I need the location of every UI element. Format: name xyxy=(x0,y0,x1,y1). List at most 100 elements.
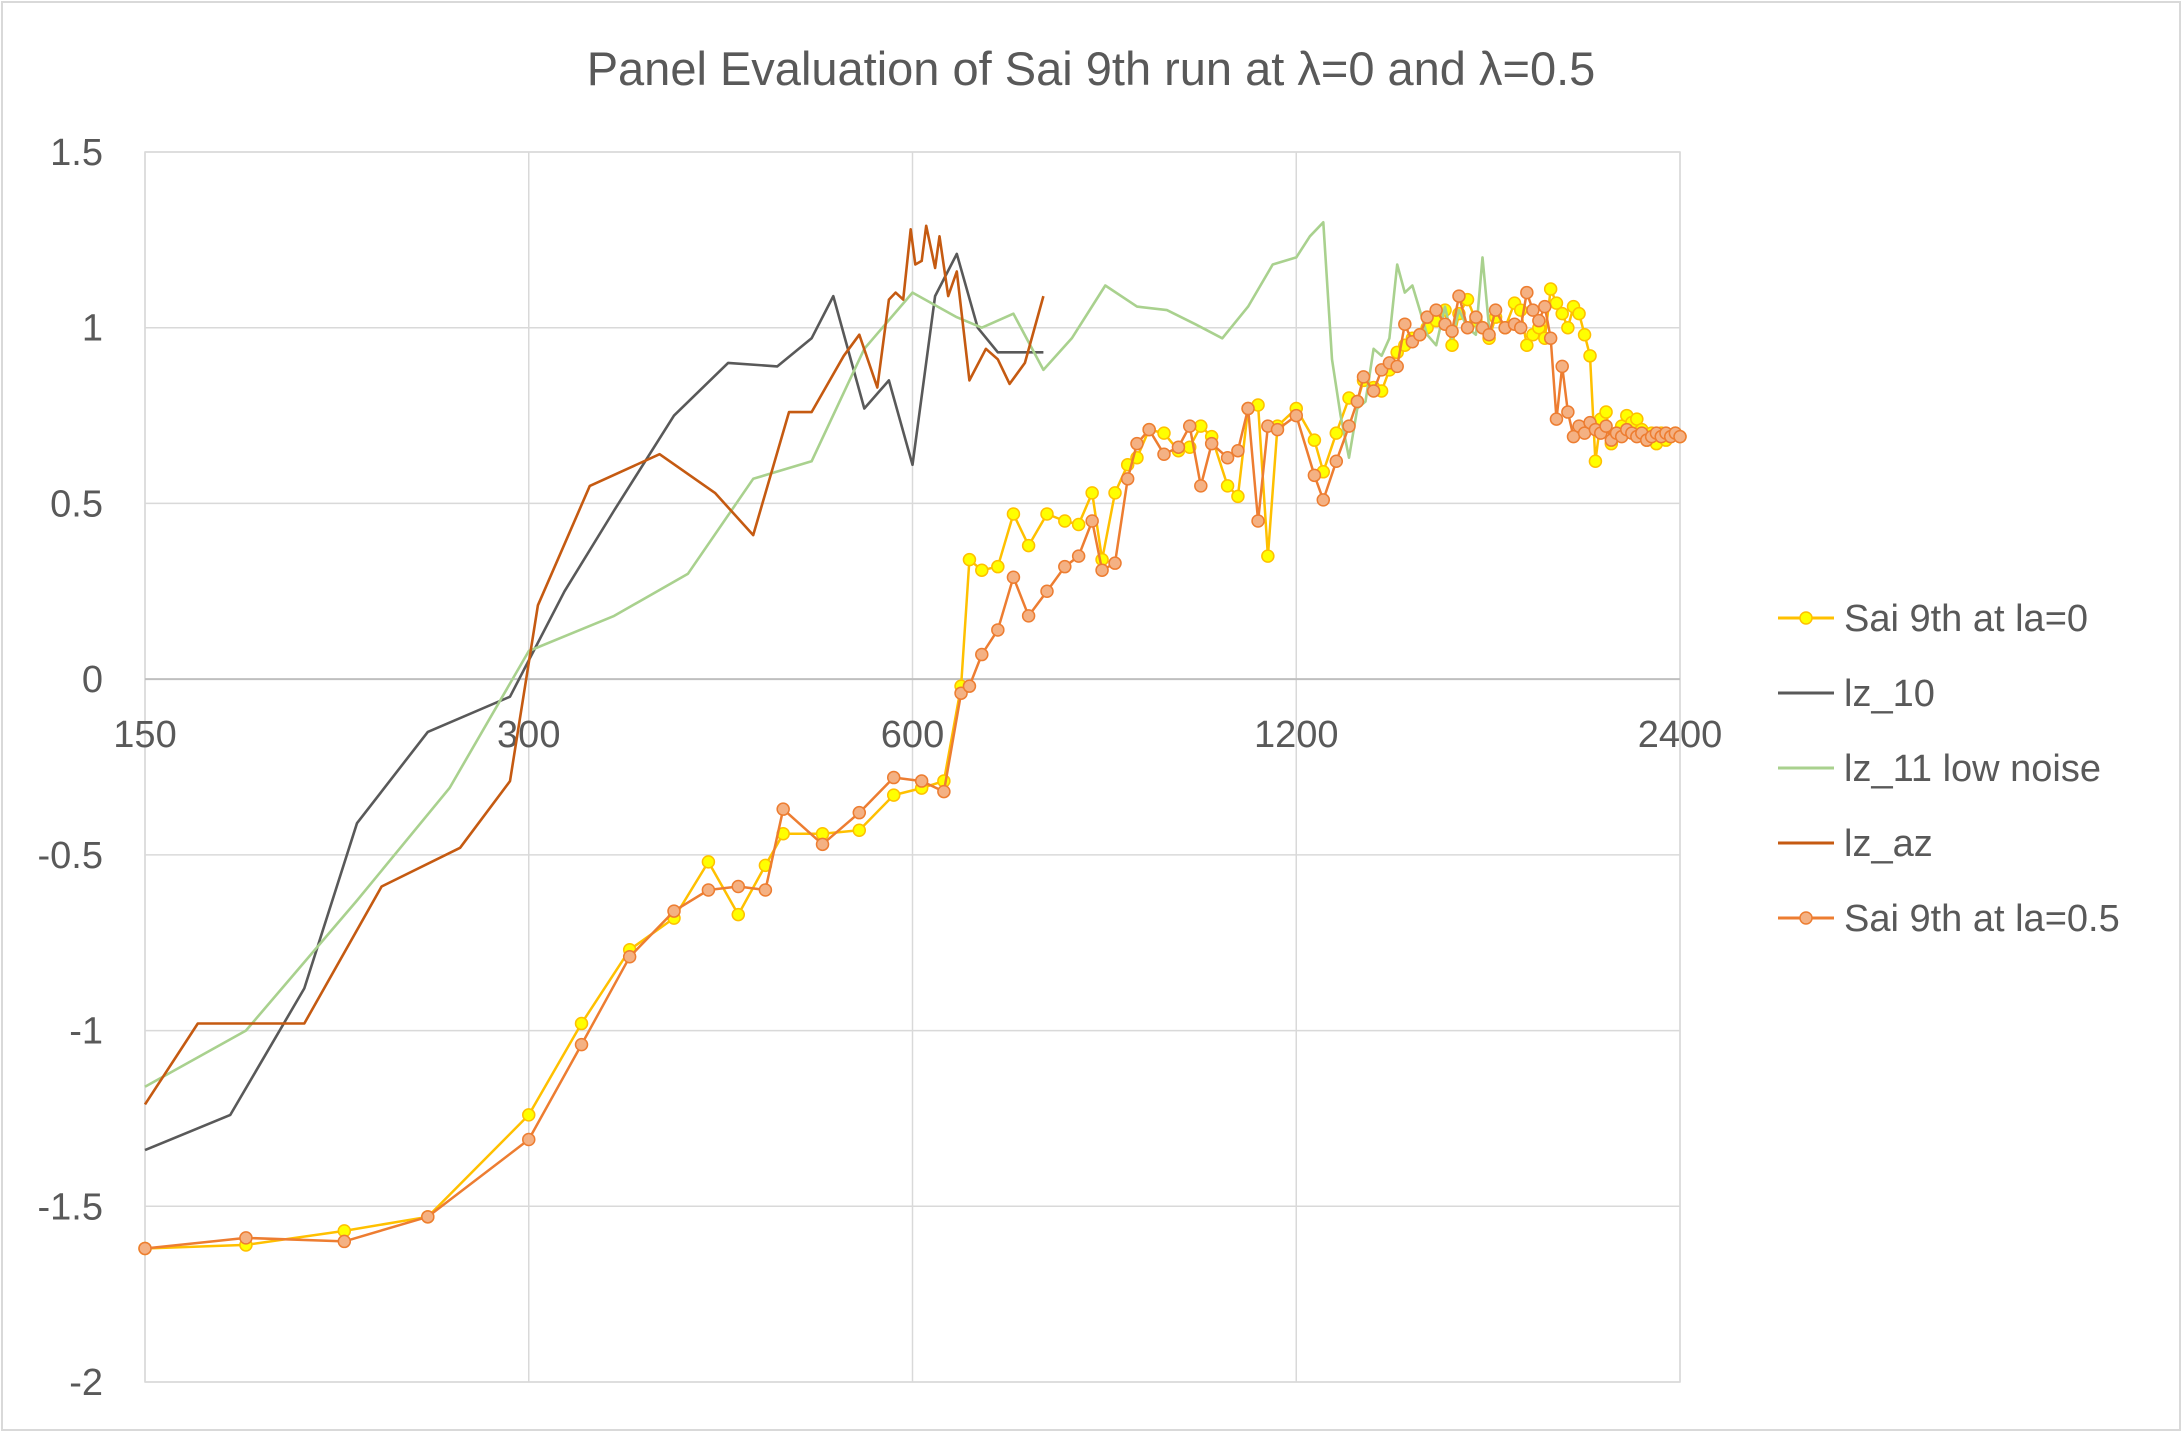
data-point xyxy=(1194,479,1208,493)
legend-item: lz_11 low noise xyxy=(1778,748,2101,790)
x-tick-label: 150 xyxy=(113,714,176,756)
data-point xyxy=(1251,514,1265,528)
data-point xyxy=(1108,486,1122,500)
data-point xyxy=(852,805,867,820)
data-point xyxy=(1342,419,1356,433)
data-point xyxy=(1561,320,1575,335)
data-point xyxy=(1231,489,1245,504)
data-point xyxy=(1482,327,1496,342)
y-tick-label: -1.5 xyxy=(38,1186,103,1228)
data-point xyxy=(937,784,951,799)
data-point xyxy=(852,823,867,838)
data-point xyxy=(975,647,989,662)
series-2 xyxy=(144,221,1491,1088)
data-point xyxy=(1390,359,1404,374)
data-point xyxy=(1270,422,1285,437)
y-tick-label: 0.5 xyxy=(50,483,103,525)
legend: Sai 9th at la=0 lz_10 lz_11 low noise lz_az… xyxy=(1778,598,2120,940)
data-point xyxy=(1130,436,1144,451)
data-point xyxy=(1599,419,1613,433)
data-point xyxy=(1673,429,1687,444)
legend-label: Sai 9th at la=0 xyxy=(1844,598,2088,640)
data-point xyxy=(1006,570,1021,584)
data-point xyxy=(1555,359,1569,374)
x-tick-label: 300 xyxy=(497,714,560,756)
y-tick-label: -2 xyxy=(69,1362,103,1404)
data-point xyxy=(1583,349,1597,363)
data-point xyxy=(962,552,977,567)
data-point xyxy=(1231,443,1245,458)
data-point xyxy=(1157,447,1171,461)
data-point xyxy=(1350,394,1365,409)
data-point xyxy=(701,855,716,869)
y-tick-label: 1 xyxy=(82,308,103,350)
data-point xyxy=(886,770,901,785)
legend-marker xyxy=(1799,611,1813,625)
data-point xyxy=(1182,419,1197,433)
data-point xyxy=(1413,327,1427,342)
data-point xyxy=(701,883,716,897)
data-point xyxy=(1366,384,1381,398)
legend-item: lz_az xyxy=(1778,823,1933,865)
data-point xyxy=(1469,310,1483,324)
data-point xyxy=(1241,401,1255,416)
data-point xyxy=(667,904,681,918)
data-point xyxy=(1538,299,1552,314)
legend-label: lz_11 low noise xyxy=(1844,748,2101,790)
data-point xyxy=(1095,563,1109,577)
data-point xyxy=(731,907,746,922)
data-point xyxy=(1488,303,1503,317)
data-point xyxy=(1398,317,1412,331)
data-point xyxy=(1445,324,1459,338)
data-point xyxy=(1289,408,1303,423)
legend-label: lz_10 xyxy=(1844,673,1935,715)
data-point xyxy=(962,679,977,693)
data-point xyxy=(1040,507,1054,521)
data-point xyxy=(1085,514,1099,528)
data-point xyxy=(574,1016,589,1031)
data-point xyxy=(522,1108,536,1122)
data-point xyxy=(1071,517,1086,532)
data-point xyxy=(522,1132,536,1147)
data-point xyxy=(337,1234,352,1249)
data-point xyxy=(1307,468,1322,483)
data-point xyxy=(1460,320,1475,335)
series-line xyxy=(144,252,1044,1152)
data-point xyxy=(421,1210,435,1224)
chart-title: Panel Evaluation of Sai 9th run at λ=0 a… xyxy=(587,42,1596,95)
y-tick-label: -0.5 xyxy=(38,835,103,877)
data-point xyxy=(1157,426,1171,440)
data-point xyxy=(1108,556,1122,570)
series-line xyxy=(144,221,1491,1088)
data-point xyxy=(1526,303,1540,317)
data-point xyxy=(574,1037,589,1052)
data-point xyxy=(731,879,746,894)
legend-label: lz_az xyxy=(1844,823,1933,865)
series-layer xyxy=(138,221,1687,1256)
data-point xyxy=(1316,493,1331,507)
x-tick-label: 600 xyxy=(881,714,944,756)
gridlines xyxy=(144,151,1681,1383)
data-point xyxy=(1058,514,1072,528)
x-tick-label: 1200 xyxy=(1254,714,1339,756)
data-point xyxy=(1445,338,1459,353)
series-line xyxy=(143,224,1045,1106)
data-point xyxy=(1429,303,1443,317)
data-point xyxy=(776,802,790,816)
data-point xyxy=(1520,338,1534,353)
data-point xyxy=(1577,327,1592,342)
data-point xyxy=(1021,609,1036,623)
data-point xyxy=(1452,289,1466,303)
data-point xyxy=(1307,433,1322,447)
data-point xyxy=(1599,405,1613,419)
data-point xyxy=(991,623,1005,637)
data-point xyxy=(1549,412,1564,426)
data-point xyxy=(1555,306,1569,321)
data-point xyxy=(1261,549,1275,563)
data-point xyxy=(622,950,637,964)
data-point xyxy=(1071,549,1086,563)
data-point xyxy=(1572,306,1586,321)
